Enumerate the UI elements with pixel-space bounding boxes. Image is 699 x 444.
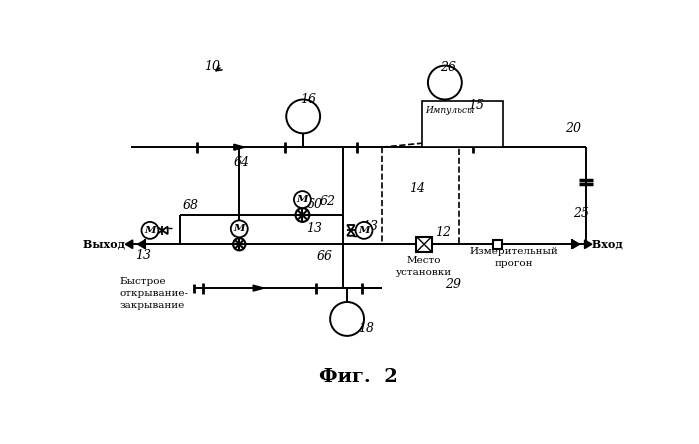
Text: 60: 60 bbox=[307, 198, 323, 211]
Circle shape bbox=[233, 238, 245, 250]
Text: 16: 16 bbox=[300, 93, 316, 106]
Text: Место
установки: Место установки bbox=[396, 256, 452, 277]
Text: 62: 62 bbox=[320, 195, 336, 208]
Text: Вход: Вход bbox=[588, 239, 623, 250]
Bar bbox=[417, 237, 432, 252]
Polygon shape bbox=[157, 226, 162, 234]
Text: 26: 26 bbox=[440, 61, 456, 74]
Circle shape bbox=[294, 191, 311, 208]
Circle shape bbox=[330, 302, 364, 336]
Text: 10: 10 bbox=[205, 60, 221, 73]
Polygon shape bbox=[234, 144, 245, 150]
Polygon shape bbox=[125, 240, 133, 249]
Text: 13: 13 bbox=[306, 222, 322, 235]
Circle shape bbox=[231, 220, 247, 237]
Text: 12: 12 bbox=[435, 226, 451, 239]
Text: M: M bbox=[144, 226, 156, 235]
Text: 25: 25 bbox=[572, 207, 589, 220]
Polygon shape bbox=[572, 240, 579, 249]
Circle shape bbox=[141, 222, 159, 239]
Text: 20: 20 bbox=[565, 122, 581, 135]
Polygon shape bbox=[347, 230, 354, 236]
Circle shape bbox=[428, 66, 462, 99]
Polygon shape bbox=[253, 285, 264, 291]
Polygon shape bbox=[347, 225, 354, 230]
Text: Быстрое
открывание-
закрывание: Быстрое открывание- закрывание bbox=[120, 278, 189, 310]
Text: 29: 29 bbox=[445, 278, 461, 291]
Circle shape bbox=[287, 99, 320, 133]
Text: Фиг.  2: Фиг. 2 bbox=[319, 368, 398, 386]
Bar bbox=[421, 101, 503, 147]
Text: 13: 13 bbox=[136, 249, 151, 262]
Text: 66: 66 bbox=[316, 250, 332, 263]
Polygon shape bbox=[162, 226, 168, 234]
Text: 15: 15 bbox=[468, 99, 484, 112]
Text: 13: 13 bbox=[363, 220, 378, 233]
Text: Измерительный
прогон: Измерительный прогон bbox=[470, 247, 559, 268]
Text: Импульсы: Импульсы bbox=[426, 106, 475, 115]
Text: 18: 18 bbox=[359, 322, 375, 335]
Text: 64: 64 bbox=[234, 156, 250, 169]
Text: 68: 68 bbox=[183, 199, 199, 212]
Text: M: M bbox=[296, 195, 308, 204]
Polygon shape bbox=[138, 240, 145, 249]
Text: 14: 14 bbox=[409, 182, 425, 194]
Text: Выход: Выход bbox=[83, 239, 129, 250]
Polygon shape bbox=[584, 240, 592, 249]
Text: M: M bbox=[233, 224, 245, 234]
Bar bbox=[493, 240, 502, 249]
Text: M: M bbox=[359, 226, 370, 235]
Circle shape bbox=[296, 208, 310, 222]
Circle shape bbox=[356, 222, 373, 239]
